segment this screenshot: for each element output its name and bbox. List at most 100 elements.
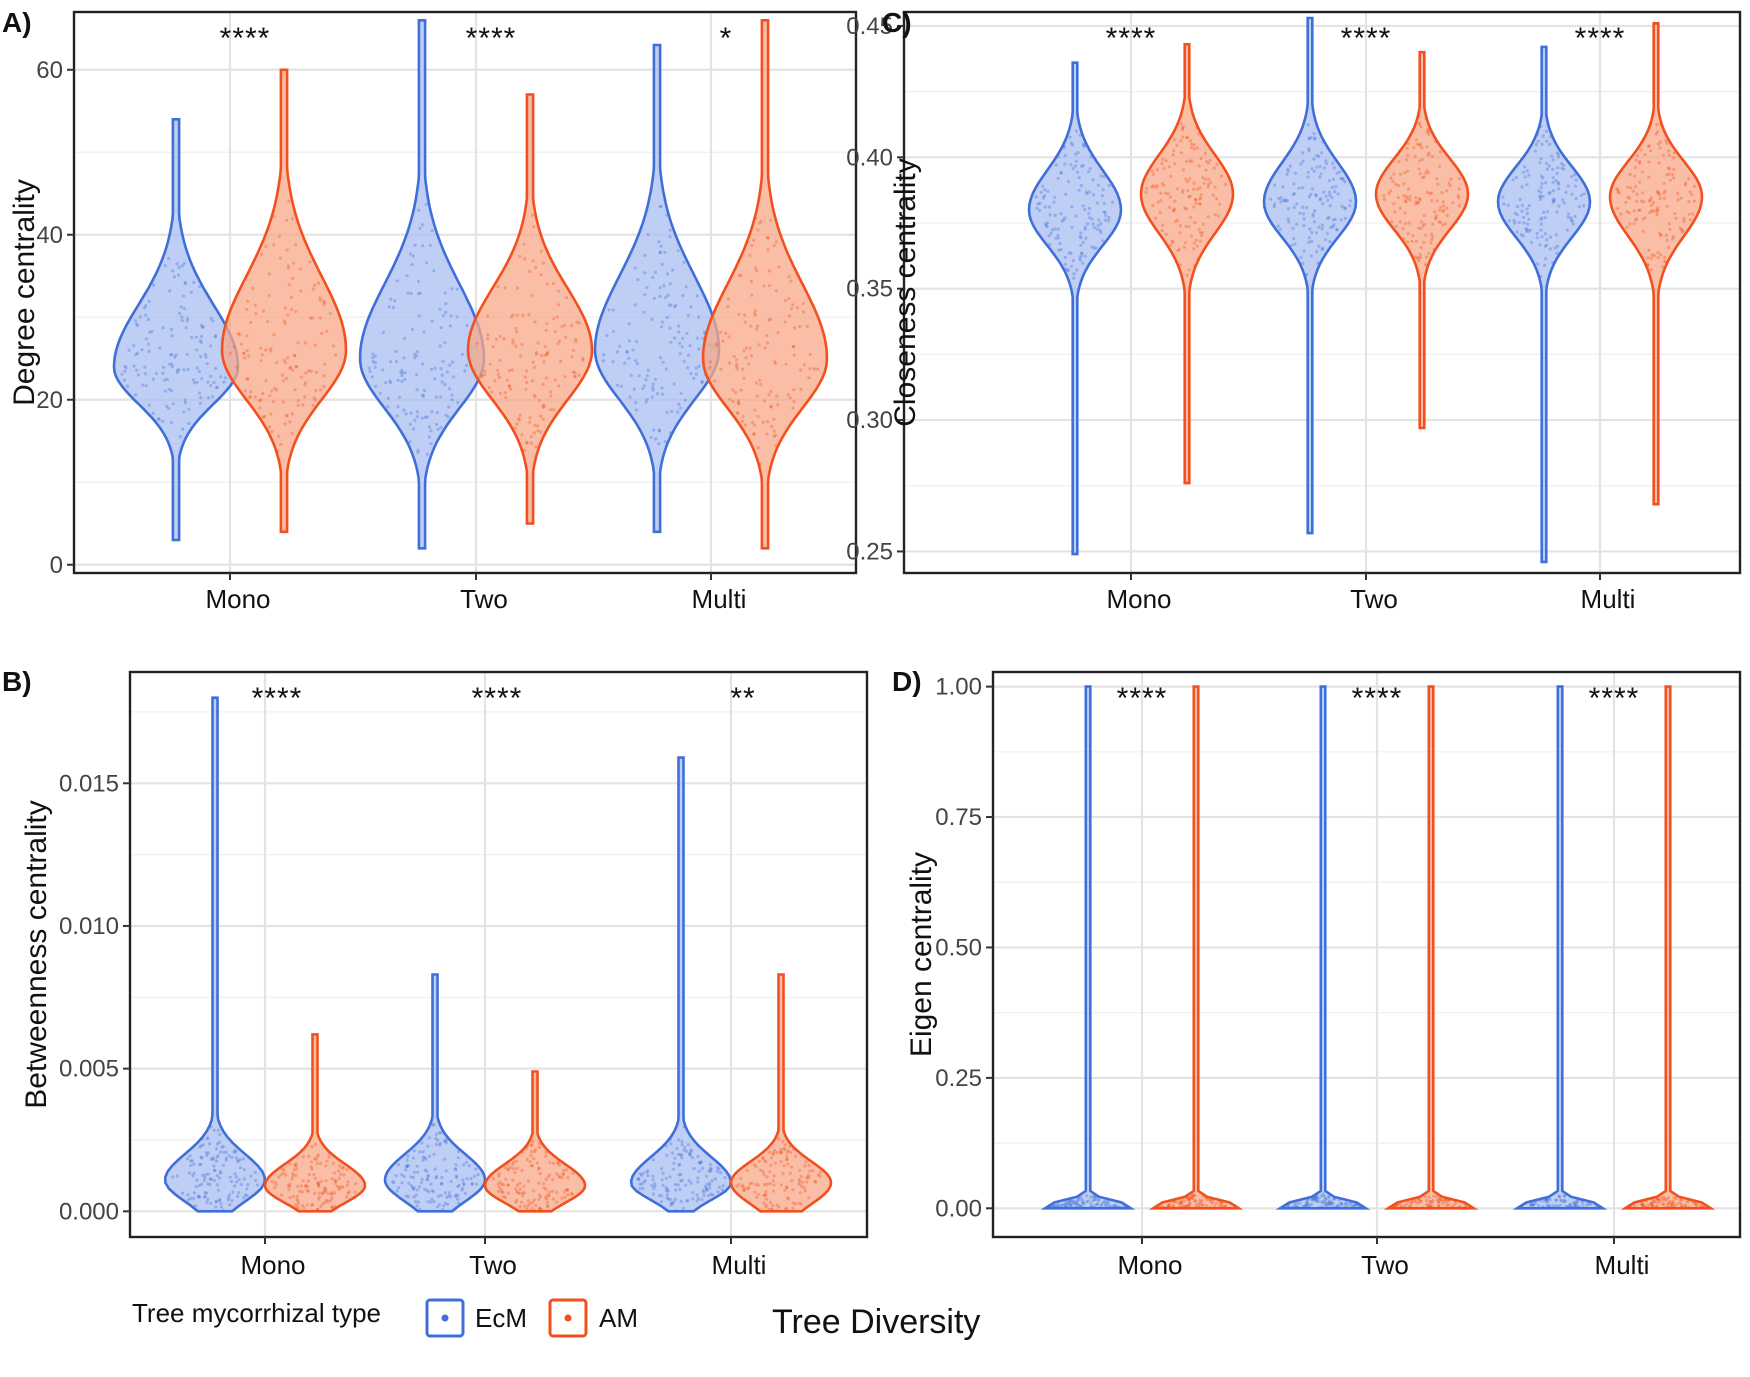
data-point [203, 1195, 207, 1199]
data-point [1107, 183, 1111, 188]
data-point [1322, 1194, 1326, 1198]
data-point [1647, 199, 1651, 203]
data-point [1096, 183, 1101, 187]
data-point [665, 1196, 669, 1200]
data-point [423, 1168, 427, 1172]
data-point [1616, 188, 1620, 192]
data-point [1048, 213, 1052, 217]
data-point [206, 1151, 211, 1155]
data-point [325, 329, 329, 333]
data-point [1325, 1204, 1329, 1208]
data-point [274, 1183, 278, 1187]
data-point [1319, 197, 1323, 201]
data-point [1457, 187, 1461, 191]
data-point [295, 1197, 299, 1201]
data-point [1415, 1206, 1419, 1210]
data-point [417, 292, 421, 296]
data-point [557, 339, 561, 343]
data-point [462, 1181, 466, 1185]
data-point [1658, 140, 1662, 144]
data-point [1187, 1197, 1191, 1202]
data-point [1678, 226, 1682, 230]
data-point [1312, 220, 1317, 224]
data-point [1173, 138, 1177, 142]
data-point [316, 1207, 320, 1211]
data-point [1114, 1204, 1118, 1208]
data-point [1078, 1204, 1082, 1208]
data-point [245, 377, 249, 381]
data-point [1553, 246, 1557, 250]
data-point [1387, 191, 1391, 195]
data-point [323, 1187, 327, 1191]
data-point [1170, 1199, 1174, 1204]
data-point [419, 1180, 424, 1185]
data-point [170, 334, 174, 338]
data-point [205, 1136, 210, 1140]
data-point [750, 293, 754, 297]
data-point [1320, 247, 1324, 252]
data-point [1445, 1203, 1449, 1207]
data-point [243, 1193, 247, 1197]
data-point [1192, 143, 1196, 147]
data-point [566, 1193, 570, 1197]
data-point [790, 307, 794, 311]
data-point [411, 1186, 415, 1190]
data-point [1304, 1203, 1308, 1207]
data-point [1417, 1198, 1422, 1202]
data-point [1286, 169, 1290, 173]
data-point [520, 1191, 525, 1195]
data-point [1163, 1206, 1167, 1210]
data-point [680, 1143, 684, 1147]
data-point [1197, 1202, 1201, 1206]
data-point [261, 391, 265, 396]
data-point [1396, 1203, 1400, 1207]
data-point [1541, 194, 1545, 199]
data-point [1547, 1197, 1551, 1201]
data-point [1200, 1203, 1204, 1207]
legend-label-ecm: EcM [475, 1303, 527, 1333]
data-point [1354, 1201, 1358, 1206]
data-point [322, 303, 326, 307]
data-point [435, 1175, 439, 1179]
data-point [294, 365, 298, 369]
data-point [1304, 1206, 1308, 1210]
data-point [282, 1171, 286, 1175]
data-point [1548, 247, 1552, 251]
data-point [254, 1178, 258, 1183]
data-point [1200, 234, 1204, 238]
data-point [1456, 194, 1460, 198]
data-point [416, 1170, 420, 1174]
data-point [395, 279, 399, 283]
legend-key-am [548, 1298, 588, 1338]
data-point [1545, 1197, 1549, 1201]
data-point [199, 396, 203, 400]
data-point [657, 240, 661, 244]
data-point [1155, 184, 1159, 188]
data-point [523, 375, 527, 379]
data-point [310, 1145, 314, 1149]
data-point [1312, 132, 1316, 136]
data-point [764, 1203, 768, 1207]
data-point [764, 1205, 768, 1209]
data-point [1166, 1203, 1170, 1207]
data-point [1585, 1203, 1589, 1207]
y-tick-label: 0.015 [59, 770, 119, 797]
data-point [1463, 1203, 1467, 1207]
data-point [1171, 1206, 1175, 1210]
data-point [1080, 164, 1084, 168]
data-point [342, 1173, 346, 1177]
data-point [443, 1191, 447, 1195]
data-point [498, 1180, 502, 1184]
data-point [498, 334, 502, 338]
data-point [1312, 1195, 1316, 1199]
data-point [1118, 1205, 1122, 1210]
data-point [1659, 253, 1663, 257]
data-point [1323, 1200, 1327, 1204]
data-point [1189, 1195, 1193, 1199]
data-point [1443, 1197, 1447, 1201]
data-point [506, 1168, 510, 1172]
data-point [1088, 216, 1092, 220]
data-point [1441, 1199, 1445, 1203]
data-point [1181, 126, 1185, 130]
data-point [277, 1175, 281, 1179]
